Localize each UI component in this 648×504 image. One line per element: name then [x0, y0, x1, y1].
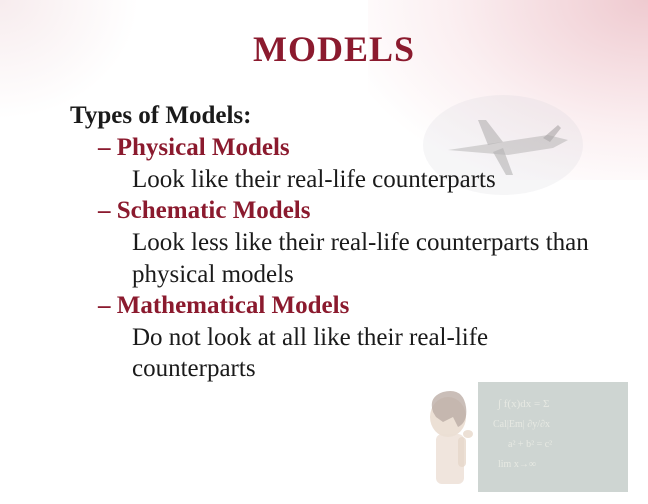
section-heading: Types of Models:	[70, 102, 598, 130]
slide-content: MODELS Types of Models: – Physical Model…	[0, 0, 648, 504]
item-description: Do not look at all like their real-life …	[98, 322, 598, 385]
list-item: – Schematic Models	[98, 197, 598, 225]
bullet-dash: –	[98, 134, 117, 161]
item-name: Schematic Models	[117, 197, 311, 224]
bullet-dash: –	[98, 197, 117, 224]
list-item: – Physical Models	[98, 134, 598, 162]
bullet-dash: –	[98, 292, 117, 319]
model-types-list: – Physical Models Look like their real-l…	[70, 134, 598, 384]
item-description: Look less like their real-life counterpa…	[98, 227, 598, 290]
item-name: Physical Models	[117, 134, 290, 161]
item-name: Mathematical Models	[117, 292, 350, 319]
list-item: – Mathematical Models	[98, 292, 598, 320]
slide-title: MODELS	[70, 28, 598, 70]
item-description: Look like their real-life counterparts	[98, 164, 598, 195]
